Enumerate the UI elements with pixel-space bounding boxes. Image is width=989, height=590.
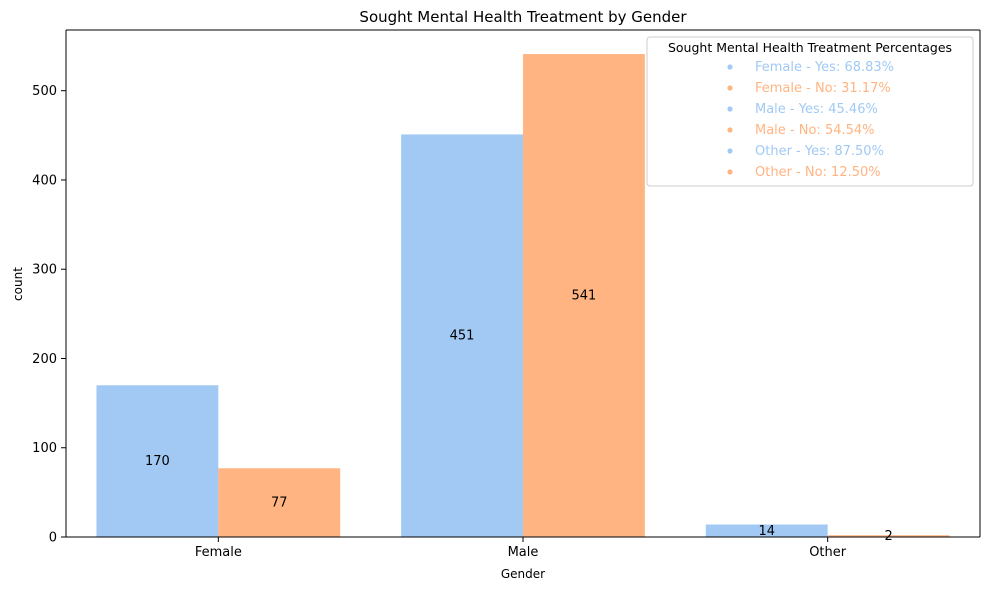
y-tick-label: 200	[32, 352, 57, 367]
legend-entry: Male - No: 54.54%	[755, 123, 875, 138]
data-label: 451	[450, 329, 475, 344]
legend-box	[646, 36, 974, 187]
y-tick-label: 0	[49, 531, 57, 546]
bar-female-series-2	[218, 468, 341, 537]
data-label: 14	[758, 524, 775, 539]
data-label: 541	[572, 289, 597, 304]
x-tick-label: Male	[508, 545, 539, 560]
legend-marker	[727, 64, 733, 70]
legend-title: Sought Mental Health Treatment Percentag…	[668, 40, 952, 55]
legend-entry: Female - No: 31.17%	[755, 81, 891, 96]
y-tick-label: 500	[32, 84, 57, 99]
y-tick-label: 300	[32, 263, 57, 278]
x-axis-label: Gender	[501, 567, 545, 581]
data-label: 77	[271, 496, 288, 511]
legend-marker	[727, 106, 733, 112]
legend-entry: Female - Yes: 68.83%	[755, 60, 894, 75]
x-tick-label: Other	[809, 545, 847, 560]
legend-marker	[727, 127, 733, 133]
legend: Sought Mental Health Treatment Percentag…	[646, 36, 974, 187]
chart-title: Sought Mental Health Treatment by Gender	[359, 8, 687, 26]
legend-entry: Male - Yes: 45.46%	[755, 102, 878, 117]
data-label: 170	[145, 454, 170, 469]
legend-marker	[727, 148, 733, 154]
bar-other-series-2	[827, 535, 950, 537]
bar-male-series-2	[523, 54, 645, 538]
y-tick-label: 100	[32, 441, 57, 456]
legend-marker	[727, 169, 733, 175]
bar-male-series-1	[401, 134, 523, 537]
x-tick-label: Female	[195, 545, 242, 560]
y-tick-label: 400	[32, 173, 57, 188]
legend-marker	[727, 85, 733, 91]
y-axis-label: count	[11, 267, 25, 301]
bar-other-series-1	[705, 524, 828, 537]
bar-female-series-1	[96, 385, 219, 537]
legend-entry: Other - No: 12.50%	[755, 165, 881, 180]
legend-entry: Other - Yes: 87.50%	[755, 144, 884, 159]
